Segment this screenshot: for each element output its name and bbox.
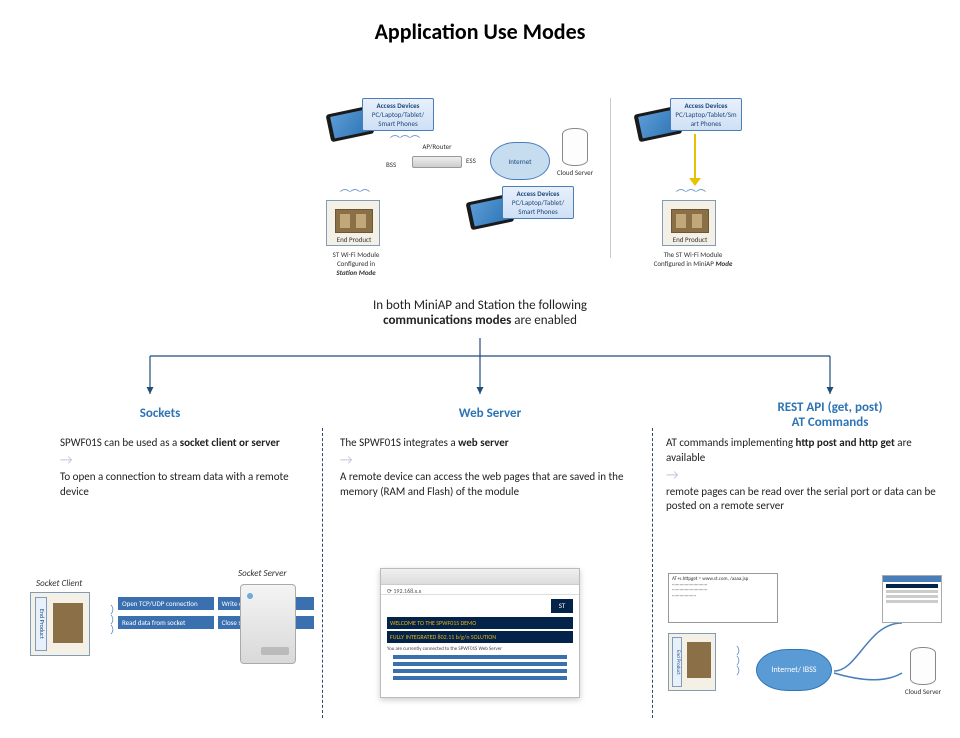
internet-cloud-icon: Internet/ IBSS [756, 649, 832, 691]
cloud-server-label: Cloud Server [554, 168, 596, 177]
top-diagram: Access Devices PC/Laptop/Tablet/ Smart P… [300, 98, 760, 278]
divider [322, 428, 323, 718]
ap-router-icon [412, 156, 462, 168]
ess-label: ESS [466, 156, 476, 165]
cloud-server-icon [562, 128, 588, 166]
sockets-body: SPWF01S can be used as a socket client o… [60, 436, 300, 499]
divider [652, 428, 653, 718]
internet-cloud-icon: Internet [490, 142, 550, 180]
label: Internet [508, 157, 531, 166]
mini-browser-icon [882, 575, 942, 623]
browser-caption: You are currently connected to the SPWF0… [387, 646, 573, 652]
wifi-icon: ⌒⌒⌒ [102, 605, 117, 635]
miniap-caption: The ST Wi-Fi Module Configured in MiniAP… [648, 250, 738, 268]
access-devices-bottom: Access Devices PC/Laptop/Tablet/ Smart P… [502, 186, 574, 219]
access-devices-right: Access Devices PC/Laptop/Tablet/Sm art P… [670, 98, 742, 131]
arrow-label: Read data from socket [118, 616, 214, 629]
banner: FULLY INTEGRATED 802.11 b/g/n SOLUTION [387, 631, 573, 643]
browser-icon: ⟳ 192.168.x.x ST WELCOME TO THE SPWF01S … [380, 568, 580, 698]
arrow-label: Open TCP/UDP connection [118, 597, 214, 610]
rest-title: REST API (get, post)AT Commands [720, 400, 940, 430]
connector-line [828, 613, 908, 683]
separator [610, 98, 611, 258]
web-title: Web Server [420, 406, 560, 421]
wifi-module-icon: End Product [326, 200, 380, 246]
rest-figure: AT+s.httpget = www.st.com, /aaaa.jsp ···… [668, 573, 948, 723]
ap-router-label: AP/Router [412, 142, 462, 151]
label: PC/Laptop/Tablet/ Smart Phones [372, 110, 424, 128]
banner: WELCOME TO THE SPWF01S DEMO [387, 617, 573, 629]
wifi-icon: ⌒⌒⌒ [340, 186, 370, 201]
wifi-icon: ⌒⌒⌒ [676, 186, 706, 201]
wifi-icon: ⌒⌒⌒ [728, 646, 743, 676]
at-command: AT+s.httpget = www.st.com, /aaaa.jsp [672, 576, 748, 582]
sockets-figure: Socket Client End Product ⌒⌒⌒ Open TCP/U… [30, 578, 320, 718]
wifi-module-icon: End Product [662, 200, 716, 246]
terminal-icon: AT+s.httpget = www.st.com, /aaaa.jsp ···… [668, 573, 778, 623]
arrow-down-icon [694, 134, 696, 180]
access-devices-top-left: Access Devices PC/Laptop/Tablet/ Smart P… [362, 98, 434, 131]
cloud-server-icon [910, 647, 936, 685]
label: Access Devices [377, 101, 420, 110]
server-tower-icon [240, 584, 296, 664]
sockets-title: Sockets [100, 406, 220, 421]
label: PC/Laptop/Tablet/ Smart Phones [512, 198, 564, 216]
cloud-server-label: Cloud Server [902, 687, 944, 696]
label: Access Devices [685, 101, 728, 110]
module-icon: End Product [668, 633, 716, 691]
branch-arrows [60, 338, 900, 408]
label: Access Devices [517, 189, 560, 198]
bss-label: BSS [386, 160, 396, 169]
rest-body: AT commands implementing http post and h… [666, 436, 946, 514]
end-product-label: End Product [663, 235, 717, 244]
socket-server-label: Socket Server [238, 568, 286, 579]
middle-caption: In both MiniAP and Station the following… [0, 298, 960, 328]
arrow-head-icon [689, 178, 701, 186]
socket-client-label: Socket Client [36, 578, 82, 589]
label: PC/Laptop/Tablet/Sm art Phones [675, 110, 736, 128]
end-product-label: End Product [327, 235, 381, 244]
page-title: Application Use Modes [0, 18, 960, 45]
web-body: The SPWF01S integrates a web server → A … [340, 436, 640, 499]
module-icon: End Product [30, 592, 90, 656]
station-caption: ST Wi-Fi Module Configured in Station Mo… [316, 250, 396, 277]
